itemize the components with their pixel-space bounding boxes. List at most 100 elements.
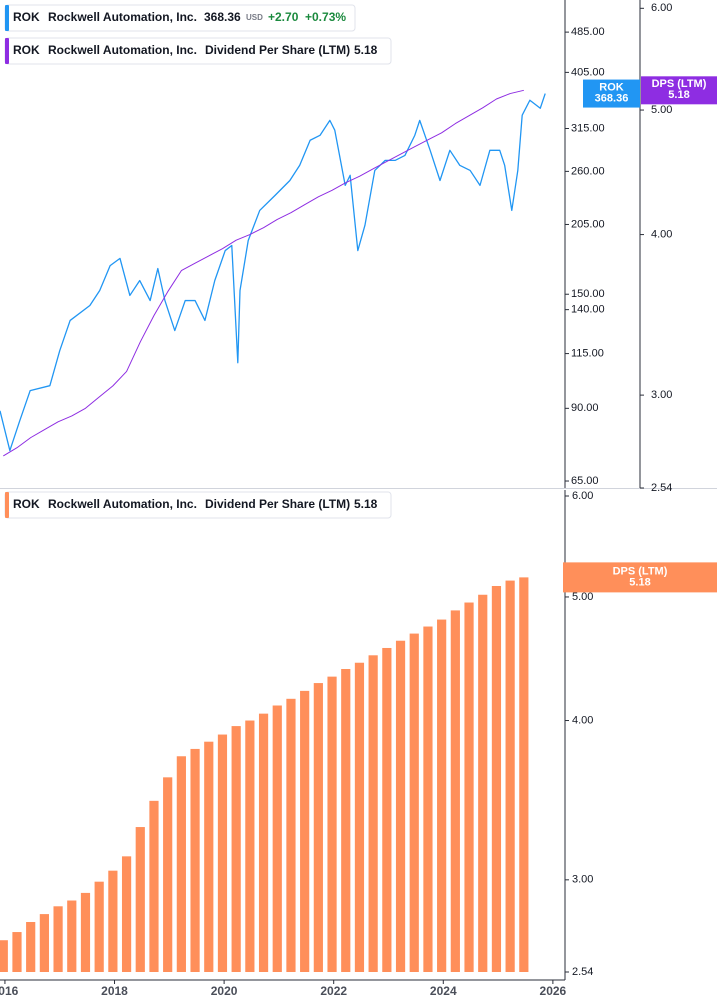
legend-color bbox=[5, 492, 9, 518]
y-tick-label: 405.00 bbox=[571, 66, 605, 78]
legend-text: 368.36 bbox=[204, 10, 241, 24]
legend-text: USD bbox=[246, 13, 263, 22]
legend-text: Dividend Per Share (LTM) bbox=[205, 43, 350, 57]
bar bbox=[341, 669, 351, 972]
y-tick-label: 6.00 bbox=[651, 2, 672, 14]
bar bbox=[176, 756, 186, 972]
legend-text: Rockwell Automation, Inc. bbox=[48, 43, 197, 57]
y-tick-label: 205.00 bbox=[571, 218, 605, 230]
badge-label: ROK bbox=[599, 81, 624, 93]
y-tick-label: 3.00 bbox=[651, 389, 672, 401]
bar bbox=[300, 690, 310, 972]
y-tick-label: 5.00 bbox=[572, 591, 593, 603]
bar bbox=[519, 577, 529, 972]
legend-color bbox=[5, 38, 9, 64]
y-tick-label: 260.00 bbox=[571, 165, 605, 177]
legend-text: +0.73% bbox=[305, 10, 346, 24]
y-tick-label: 4.00 bbox=[572, 714, 593, 726]
bar bbox=[382, 647, 392, 972]
y-tick-label: 2.54 bbox=[651, 482, 672, 494]
bar bbox=[12, 932, 22, 972]
legend-text: 5.18 bbox=[354, 43, 378, 57]
legend-color bbox=[5, 5, 9, 31]
price-line bbox=[0, 93, 546, 452]
bar bbox=[464, 602, 474, 972]
bar bbox=[368, 655, 378, 972]
x-tick-label: 2024 bbox=[430, 984, 457, 998]
y-tick-label: 150.00 bbox=[571, 288, 605, 300]
price-badge bbox=[563, 562, 717, 593]
y-tick-label: 485.00 bbox=[571, 26, 605, 38]
bar bbox=[0, 940, 8, 972]
bar bbox=[94, 881, 104, 972]
x-tick-label: 2026 bbox=[540, 984, 567, 998]
y-tick-label: 140.00 bbox=[571, 304, 605, 316]
bar bbox=[204, 741, 214, 972]
legend-text: ROK bbox=[13, 497, 40, 511]
bar bbox=[478, 594, 488, 972]
bar bbox=[39, 914, 49, 972]
bar bbox=[450, 610, 460, 972]
bar bbox=[327, 676, 337, 972]
y-tick-label: 2.54 bbox=[572, 966, 593, 978]
legend-text: Dividend Per Share (LTM) bbox=[205, 497, 350, 511]
bar bbox=[423, 626, 433, 972]
dps-line bbox=[3, 89, 524, 457]
bar bbox=[286, 698, 296, 972]
bar bbox=[245, 720, 255, 972]
bar bbox=[217, 734, 228, 972]
bar bbox=[437, 619, 447, 972]
legend-text: ROK bbox=[13, 43, 40, 57]
plots bbox=[0, 89, 546, 972]
bar bbox=[190, 748, 200, 972]
x-tick-label: 2022 bbox=[320, 984, 347, 998]
bar bbox=[26, 922, 36, 972]
y-tick-label: 315.00 bbox=[571, 122, 605, 134]
bar bbox=[121, 856, 132, 972]
y-tick-label: 115.00 bbox=[571, 347, 604, 359]
bar bbox=[491, 585, 502, 972]
badge-value: 5.18 bbox=[629, 576, 650, 588]
bar bbox=[53, 906, 63, 972]
x-tick-label: 2018 bbox=[101, 984, 128, 998]
bar bbox=[149, 800, 159, 972]
legend-text: Rockwell Automation, Inc. bbox=[48, 497, 197, 511]
bar bbox=[80, 892, 91, 972]
legend-text: 5.18 bbox=[354, 497, 378, 511]
y-tick-label: 90.00 bbox=[571, 402, 599, 414]
bar bbox=[135, 827, 145, 972]
bar bbox=[67, 900, 77, 972]
legend-text: +2.70 bbox=[268, 10, 299, 24]
bar bbox=[313, 683, 323, 972]
legend-entry[interactable]: ROK Rockwell Automation, Inc. Dividend Per… bbox=[4, 37, 392, 65]
x-tick-label: 2020 bbox=[211, 984, 238, 998]
bar bbox=[505, 580, 515, 972]
badge-label: DPS (LTM) bbox=[652, 78, 707, 90]
y-tick-label: 3.00 bbox=[572, 874, 593, 886]
badge-value: 5.18 bbox=[668, 89, 689, 101]
bar bbox=[272, 705, 282, 972]
price-badge bbox=[583, 79, 640, 108]
y-tick-label: 6.00 bbox=[572, 490, 593, 502]
bar bbox=[354, 662, 365, 972]
bar bbox=[163, 777, 173, 972]
y-tick-label: 65.00 bbox=[571, 475, 599, 487]
legend-entry[interactable]: ROK Rockwell Automation, Inc. 368.36 USD +2.… bbox=[4, 4, 356, 32]
bar bbox=[395, 640, 406, 972]
bar bbox=[108, 870, 118, 972]
bar bbox=[409, 633, 419, 972]
x-tick-label: 2016 bbox=[0, 984, 19, 998]
bar bbox=[258, 713, 269, 972]
y-tick-label: 4.00 bbox=[651, 228, 672, 240]
y-tick-label: 5.00 bbox=[651, 104, 672, 116]
legend-text: ROK bbox=[13, 10, 40, 24]
price-badge bbox=[641, 76, 717, 105]
badge-value: 368.36 bbox=[595, 92, 629, 104]
bar bbox=[231, 726, 241, 972]
legend-text: Rockwell Automation, Inc. bbox=[48, 10, 197, 24]
badge-label: DPS (LTM) bbox=[613, 565, 668, 577]
legend-entry[interactable]: ROK Rockwell Automation, Inc. Dividend Per… bbox=[4, 491, 392, 519]
